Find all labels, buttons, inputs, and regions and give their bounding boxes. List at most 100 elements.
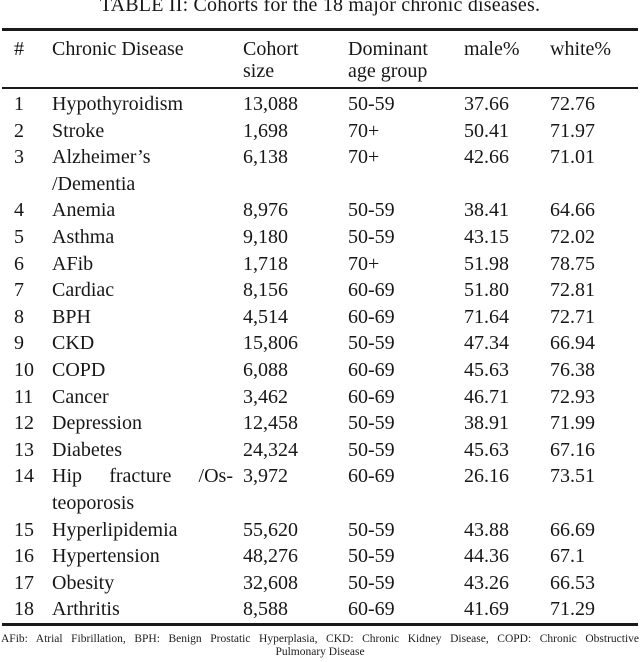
cell-line: 60-69 xyxy=(348,305,395,328)
cell-line: teoporosis xyxy=(52,491,135,514)
cell-line: 4,514 xyxy=(243,305,288,328)
cell-line: 50-59 xyxy=(348,93,395,115)
col-header-cohort-size: Cohort size xyxy=(243,29,348,89)
cell-line: 66.69 xyxy=(550,518,595,541)
cell-cohort-size: 24,324 xyxy=(243,437,348,464)
cell-line: 72.93 xyxy=(550,385,595,408)
cell-number: 17 xyxy=(2,570,52,597)
table-row: 16 Hypertension 48,276 50-59 44.36 67.1 xyxy=(2,543,638,570)
cell-line: 1,718 xyxy=(243,252,288,275)
table-header: # Chronic Disease Cohort size Dominant a… xyxy=(2,29,638,89)
cell-white-pct: 67.1 xyxy=(550,543,638,570)
header-line: age group xyxy=(348,60,428,82)
cell-line: 13 xyxy=(14,438,34,461)
cell-line: 51.80 xyxy=(464,279,509,302)
cell-disease: Arthritis xyxy=(52,596,243,624)
cell-line: 1 xyxy=(14,93,24,115)
cell-line: 3,972 xyxy=(243,465,288,488)
cell-line: 50-59 xyxy=(348,545,395,568)
cell-line: 15 xyxy=(14,518,34,541)
cell-number: 5 xyxy=(2,224,52,251)
cell-line: Stroke xyxy=(52,119,105,142)
cell-white-pct: 64.66 xyxy=(550,197,638,224)
cell-cohort-size: 1,698 xyxy=(243,118,348,145)
cell-line: 60-69 xyxy=(348,465,395,488)
cell-age-group: 50-59 xyxy=(348,517,464,544)
cell-white-pct: 72.81 xyxy=(550,277,638,304)
cell-line: 60-69 xyxy=(348,279,395,302)
cell-line: 70+ xyxy=(348,252,380,275)
cell-line: 16 xyxy=(14,545,34,568)
table-body: 1 Hypothyroidism 13,088 50-59 37.66 72.76 2 Str… xyxy=(2,88,638,624)
cell-line: 60-69 xyxy=(348,358,395,381)
cell-white-pct: 72.02 xyxy=(550,224,638,251)
cell-line: 43.15 xyxy=(464,225,509,248)
cell-line: 41.69 xyxy=(464,598,509,621)
cell-line: 48,276 xyxy=(243,545,298,568)
cell-line: 13,088 xyxy=(243,93,298,115)
cell-line: 47.34 xyxy=(464,332,509,355)
table-row: 18 Arthritis 8,588 60-69 41.69 71.29 xyxy=(2,596,638,624)
cell-white-pct: 71.97 xyxy=(550,118,638,145)
cell-cohort-size: 8,976 xyxy=(243,197,348,224)
cell-number: 12 xyxy=(2,410,52,437)
cell-number: 9 xyxy=(2,330,52,357)
cell-line: 72.76 xyxy=(550,93,595,115)
cell-line: 24,324 xyxy=(243,438,298,461)
cell-line: 15,806 xyxy=(243,332,298,355)
cell-disease: Anemia xyxy=(52,197,243,224)
cell-white-pct: 71.29 xyxy=(550,596,638,624)
table-row: 15 Hyperlipidemia 55,620 50-59 43.88 66.69 xyxy=(2,517,638,544)
cell-line: 1,698 xyxy=(243,119,288,142)
cell-male-pct: 43.26 xyxy=(464,570,550,597)
header-line: # xyxy=(14,38,24,60)
cell-line: 17 xyxy=(14,571,34,594)
cell-disease: Alzheimer’s/Dementia xyxy=(52,144,243,197)
cell-line: Alzheimer’s xyxy=(52,146,151,169)
cell-white-pct: 72.71 xyxy=(550,304,638,331)
header-line: Dominant xyxy=(348,38,428,60)
cell-line: 70+ xyxy=(348,119,380,142)
cell-disease: Cardiac xyxy=(52,277,243,304)
cell-disease: CKD xyxy=(52,330,243,357)
cell-age-group: 50-59 xyxy=(348,543,464,570)
cell-line: 45.63 xyxy=(464,438,509,461)
cell-age-group: 60-69 xyxy=(348,463,464,516)
cell-line: Obesity xyxy=(52,571,115,594)
cell-line: 2 xyxy=(14,119,24,142)
cell-cohort-size: 12,458 xyxy=(243,410,348,437)
cell-line: 67.1 xyxy=(550,545,585,568)
header-line: male% xyxy=(464,38,520,60)
cell-line: 71.99 xyxy=(550,412,595,435)
cell-male-pct: 50.41 xyxy=(464,118,550,145)
cell-line: 46.71 xyxy=(464,385,509,408)
cell-line: CKD xyxy=(52,332,95,355)
cell-age-group: 50-59 xyxy=(348,570,464,597)
header-line: Cohort xyxy=(243,38,299,60)
cell-cohort-size: 13,088 xyxy=(243,88,348,118)
header-line: size xyxy=(243,60,275,82)
cell-line: 10 xyxy=(14,358,34,381)
cell-male-pct: 41.69 xyxy=(464,596,550,624)
table-row: 11 Cancer 3,462 60-69 46.71 72.93 xyxy=(2,384,638,411)
cell-cohort-size: 1,718 xyxy=(243,251,348,278)
col-header-male-pct: male% xyxy=(464,29,550,89)
col-header-disease: Chronic Disease xyxy=(52,29,243,89)
cell-cohort-size: 48,276 xyxy=(243,543,348,570)
cell-male-pct: 47.34 xyxy=(464,330,550,357)
cell-line: 50-59 xyxy=(348,571,395,594)
cell-line: 76.38 xyxy=(550,358,595,381)
cell-age-group: 50-59 xyxy=(348,224,464,251)
cell-line: 66.53 xyxy=(550,571,595,594)
footnote-line: AFib: Atrial Fibrillation, BPH: Benign P… xyxy=(1,632,639,645)
cell-line: /Dementia xyxy=(52,172,136,195)
cell-number: 4 xyxy=(2,197,52,224)
cell-line: 26.16 xyxy=(464,465,509,488)
cell-line: 50-59 xyxy=(348,332,395,355)
cell-line: Diabetes xyxy=(52,438,122,461)
cell-line: 44.36 xyxy=(464,545,509,568)
cell-line: 60-69 xyxy=(348,598,395,621)
cell-age-group: 50-59 xyxy=(348,410,464,437)
cell-age-group: 70+ xyxy=(348,118,464,145)
cell-white-pct: 66.94 xyxy=(550,330,638,357)
